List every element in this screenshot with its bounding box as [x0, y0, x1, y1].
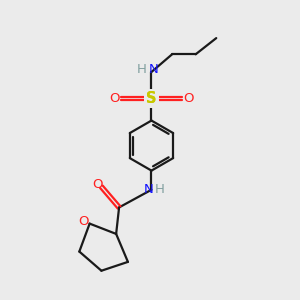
Text: S: S — [146, 91, 157, 106]
Text: O: O — [184, 92, 194, 105]
Text: N: N — [149, 63, 159, 76]
Text: O: O — [78, 215, 88, 228]
Text: S: S — [146, 91, 157, 106]
Text: N: N — [144, 183, 154, 196]
Text: H: H — [137, 63, 147, 76]
Text: O: O — [93, 178, 103, 191]
Text: H: H — [155, 183, 165, 196]
Text: O: O — [109, 92, 119, 105]
